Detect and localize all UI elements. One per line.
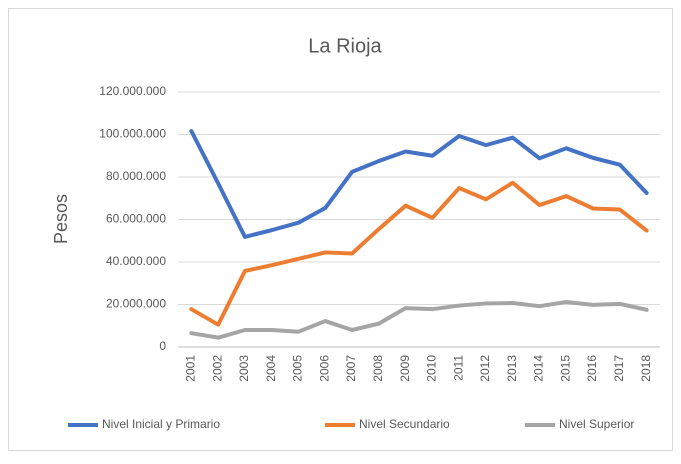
- x-tick-label: 2016: [585, 355, 599, 382]
- x-tick-label: 2014: [532, 355, 546, 382]
- y-tick-label: 100.000.000: [99, 127, 166, 141]
- x-tick-label: 2015: [558, 355, 572, 382]
- x-tick-label: 2008: [371, 355, 385, 382]
- y-axis-label: Pesos: [51, 194, 71, 244]
- x-tick-label: 2017: [612, 355, 626, 382]
- series-line: [189, 299, 649, 340]
- legend-label: Nivel Inicial y Primario: [102, 417, 220, 431]
- x-tick-label: 2009: [398, 355, 412, 382]
- series-line: [189, 180, 649, 327]
- legend-label: Nivel Superior: [559, 417, 634, 431]
- x-tick-label: 2002: [210, 355, 224, 382]
- x-tick-label: 2012: [478, 355, 492, 382]
- x-tick-label: 2003: [237, 355, 251, 382]
- y-tick-label: 0: [159, 339, 166, 353]
- x-tick-label: 2001: [184, 355, 198, 382]
- chart-frame: [8, 8, 673, 451]
- x-tick-label: 2005: [291, 355, 305, 382]
- x-tick-label: 2013: [505, 355, 519, 382]
- chart-title: La Rioja: [308, 35, 382, 57]
- x-tick-label: 2007: [344, 355, 358, 382]
- x-tick-label: 2018: [639, 355, 653, 382]
- y-tick-label: 20.000.000: [106, 297, 166, 311]
- legend-label: Nivel Secundario: [359, 417, 450, 431]
- x-tick-label: 2011: [451, 355, 465, 381]
- y-tick-label: 80.000.000: [106, 169, 166, 183]
- x-tick-label: 2004: [264, 355, 278, 382]
- y-tick-label: 60.000.000: [106, 212, 166, 226]
- x-tick-label: 2010: [425, 355, 439, 382]
- series-line: [189, 129, 649, 239]
- x-tick-label: 2006: [317, 355, 331, 382]
- y-tick-label: 120.000.000: [99, 84, 166, 98]
- y-tick-label: 40.000.000: [106, 254, 166, 268]
